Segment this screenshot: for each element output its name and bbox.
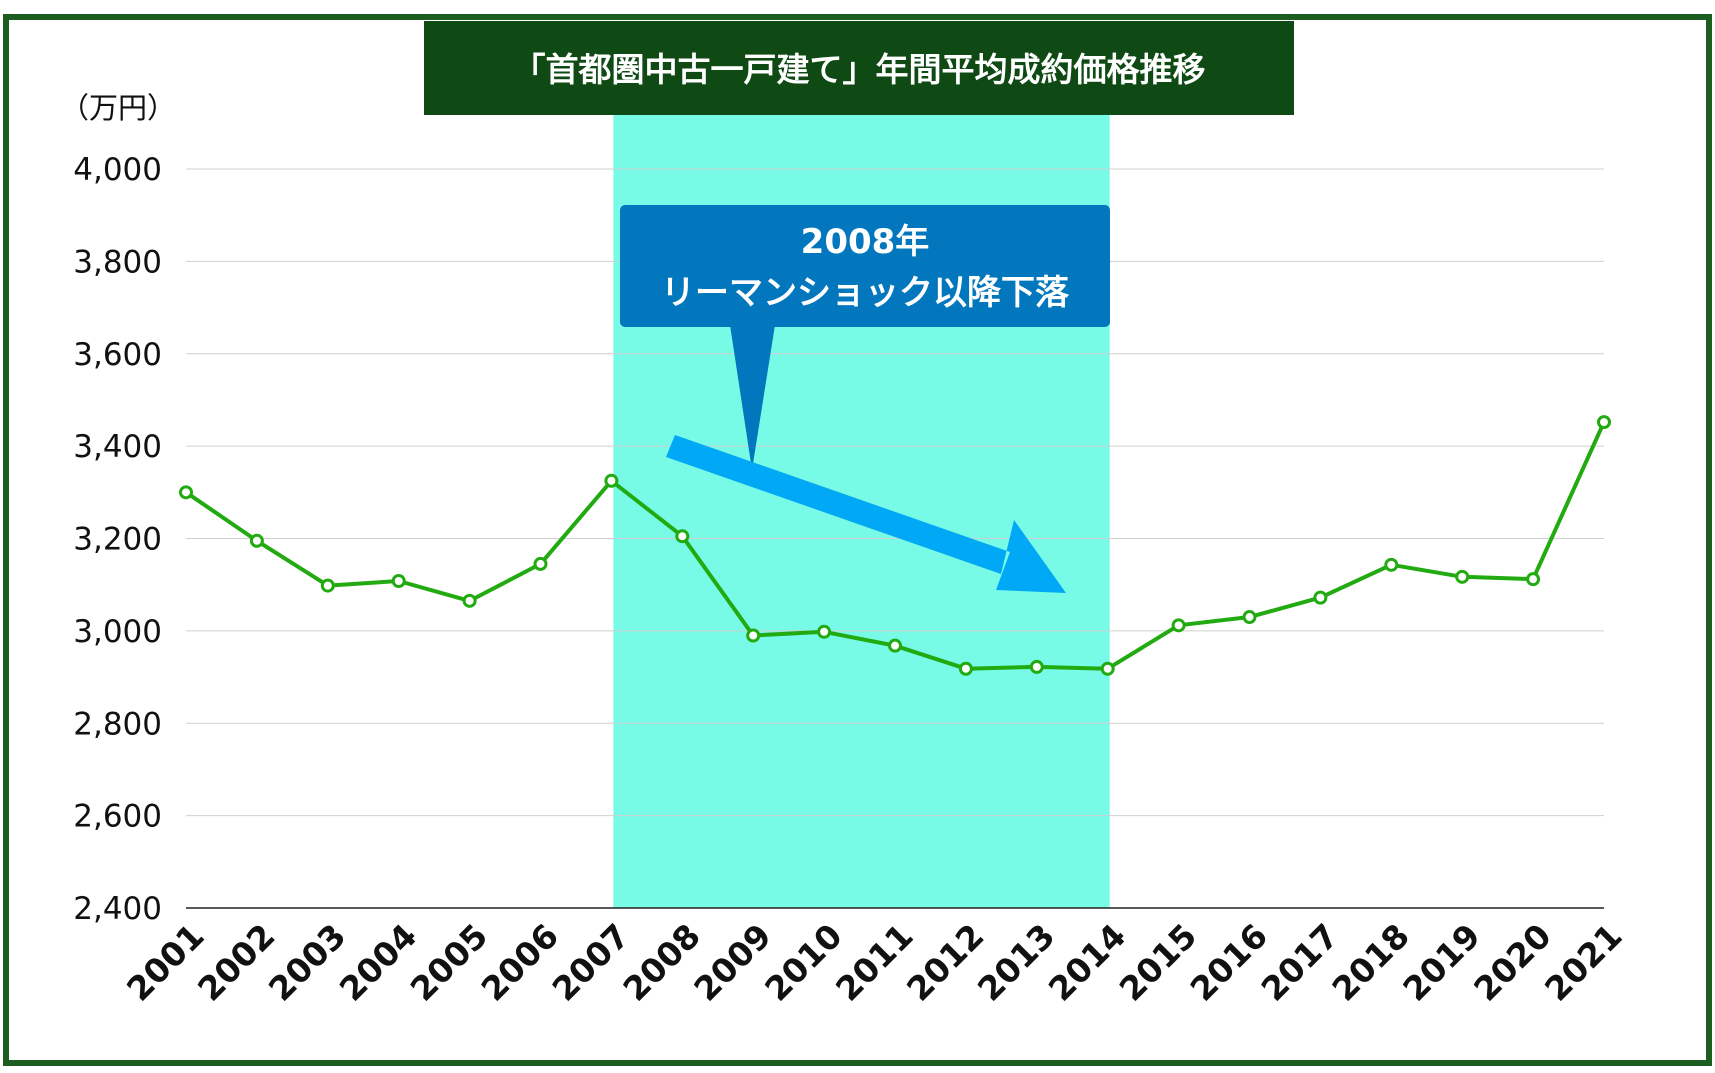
data-point bbox=[179, 485, 193, 500]
callout-line-2: リーマンショック以降下落 bbox=[661, 273, 1070, 313]
y-tick-labels: 4,000 3,800 3,600 3,400 3,200 3,000 2,800 2,600… bbox=[73, 152, 162, 927]
data-point bbox=[1029, 659, 1044, 674]
callout-box bbox=[620, 205, 1110, 327]
data-point bbox=[1100, 661, 1115, 676]
data-point bbox=[320, 578, 335, 593]
title-box bbox=[424, 21, 1294, 115]
y-axis-label: （万円） bbox=[60, 91, 176, 125]
chart-title: 「首都圏中古一戸建て」年間平均成約価格推移 bbox=[513, 50, 1206, 89]
data-point bbox=[1597, 415, 1611, 430]
y-tick-label: 2,600 bbox=[73, 799, 162, 835]
data-point bbox=[1455, 569, 1470, 584]
callout-line-1: 2008年 bbox=[801, 222, 930, 262]
annotation-callout: 2008年 リーマンショック以降下落 bbox=[620, 205, 1110, 470]
data-point bbox=[533, 556, 548, 571]
data-point bbox=[746, 628, 761, 643]
data-point bbox=[462, 593, 477, 608]
y-tick-label: 3,800 bbox=[73, 244, 162, 280]
data-point bbox=[817, 624, 832, 639]
data-point bbox=[675, 529, 690, 544]
grid-lines bbox=[186, 168, 1604, 909]
callout-pointer bbox=[730, 325, 775, 470]
data-point bbox=[1526, 572, 1541, 587]
downtrend-arrow bbox=[666, 435, 1066, 593]
y-tick-label: 3,400 bbox=[73, 429, 162, 465]
y-tick-label: 2,400 bbox=[73, 891, 162, 927]
data-point bbox=[888, 638, 902, 653]
y-tick-label: 4,000 bbox=[73, 152, 162, 188]
data-point bbox=[1313, 590, 1328, 605]
data-point bbox=[391, 573, 406, 588]
data-point bbox=[1384, 557, 1399, 572]
data-point bbox=[958, 661, 973, 676]
data-point bbox=[249, 533, 264, 548]
data-point bbox=[1242, 610, 1257, 625]
y-tick-label: 3,200 bbox=[73, 522, 162, 558]
data-point bbox=[604, 473, 619, 488]
y-tick-label: 3,000 bbox=[73, 614, 162, 650]
series-layer bbox=[179, 415, 1611, 676]
data-point bbox=[1171, 618, 1186, 633]
y-tick-label: 2,800 bbox=[73, 706, 162, 742]
y-tick-label: 3,600 bbox=[73, 337, 162, 373]
